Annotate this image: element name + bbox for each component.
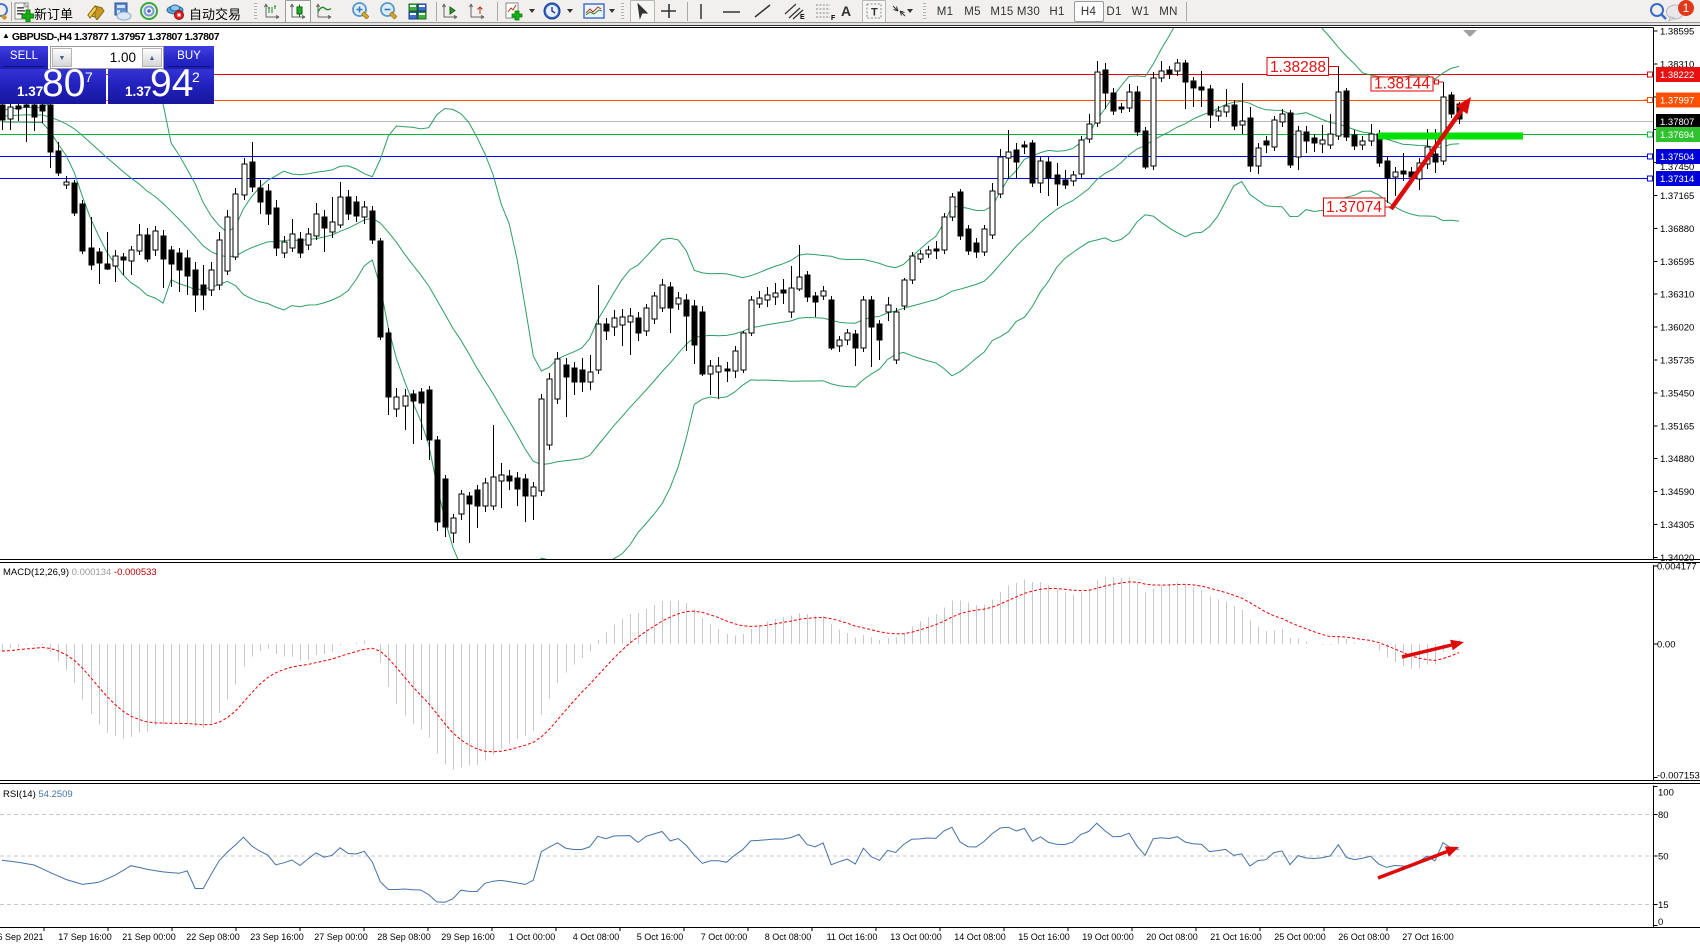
svg-text:F: F <box>831 15 836 21</box>
svg-text:100: 100 <box>1658 788 1674 799</box>
svg-text:27 Oct 16:00: 27 Oct 16:00 <box>1402 932 1454 942</box>
svg-text:17 Sep 16:00: 17 Sep 16:00 <box>58 932 112 942</box>
svg-text:0.004177: 0.004177 <box>1657 562 1697 573</box>
svg-text:7 Oct 00:00: 7 Oct 00:00 <box>701 932 748 942</box>
svg-text:11 Oct 16:00: 11 Oct 16:00 <box>827 932 878 942</box>
svg-text:1.37165: 1.37165 <box>1660 191 1694 202</box>
svg-text:1.35165: 1.35165 <box>1660 421 1694 432</box>
svg-text:1.37314: 1.37314 <box>1660 174 1694 185</box>
svg-text:1.37694: 1.37694 <box>1660 130 1694 141</box>
svg-text:20 Oct 08:00: 20 Oct 08:00 <box>1146 932 1198 942</box>
svg-text:1.38310: 1.38310 <box>1660 59 1694 70</box>
svg-text:27 Sep 00:00: 27 Sep 00:00 <box>314 932 368 942</box>
svg-text:15: 15 <box>1658 900 1669 911</box>
svg-text:1.34020: 1.34020 <box>1660 553 1694 564</box>
svg-text:13 Oct 00:00: 13 Oct 00:00 <box>890 932 942 942</box>
svg-text:4 Oct 08:00: 4 Oct 08:00 <box>573 932 620 942</box>
svg-text:1.34590: 1.34590 <box>1660 487 1694 498</box>
svg-text:1.34880: 1.34880 <box>1660 454 1694 465</box>
svg-text:1.36020: 1.36020 <box>1660 323 1694 334</box>
svg-text:1.36880: 1.36880 <box>1660 224 1694 235</box>
svg-text:25 Oct 00:00: 25 Oct 00:00 <box>1274 932 1326 942</box>
svg-text:1 Oct 00:00: 1 Oct 00:00 <box>509 932 556 942</box>
svg-text:1.37450: 1.37450 <box>1660 162 1694 173</box>
svg-text:MACD(12,26,9) 0.000134 -0.0005: MACD(12,26,9) 0.000134 -0.000533 <box>3 567 157 578</box>
svg-text:8 Oct 08:00: 8 Oct 08:00 <box>765 932 812 942</box>
svg-text:50: 50 <box>1658 852 1669 863</box>
svg-text:E: E <box>800 14 805 21</box>
svg-text:1.36595: 1.36595 <box>1660 257 1694 268</box>
svg-text:21 Sep 00:00: 21 Sep 00:00 <box>122 932 176 942</box>
svg-text:RSI(14) 54.2509: RSI(14) 54.2509 <box>3 789 73 800</box>
svg-text:1.37997: 1.37997 <box>1660 96 1694 107</box>
svg-text:29 Sep 16:00: 29 Sep 16:00 <box>441 932 495 942</box>
svg-text:6 Sep 2021: 6 Sep 2021 <box>0 932 44 942</box>
svg-text:-0.007153: -0.007153 <box>1657 771 1700 782</box>
svg-text:80: 80 <box>1658 810 1669 821</box>
svg-text:22 Sep 08:00: 22 Sep 08:00 <box>186 932 240 942</box>
svg-text:1.38288: 1.38288 <box>1270 59 1326 76</box>
svg-text:1.37074: 1.37074 <box>1326 199 1382 216</box>
svg-text:1.34305: 1.34305 <box>1660 520 1694 531</box>
svg-text:28 Sep 08:00: 28 Sep 08:00 <box>377 932 431 942</box>
svg-text:19 Oct 00:00: 19 Oct 00:00 <box>1082 932 1134 942</box>
svg-text:5 Oct 16:00: 5 Oct 16:00 <box>637 932 684 942</box>
svg-text:1.35450: 1.35450 <box>1660 388 1694 399</box>
svg-text:1.38144: 1.38144 <box>1374 76 1430 93</box>
svg-text:T: T <box>871 7 878 19</box>
svg-text:1.38222: 1.38222 <box>1660 70 1694 81</box>
svg-text:14 Oct 08:00: 14 Oct 08:00 <box>954 932 1006 942</box>
svg-text:15 Oct 16:00: 15 Oct 16:00 <box>1018 932 1070 942</box>
svg-text:1.35735: 1.35735 <box>1660 356 1694 367</box>
svg-text:0.00: 0.00 <box>1657 640 1676 651</box>
svg-text:21 Oct 16:00: 21 Oct 16:00 <box>1210 932 1262 942</box>
svg-text:1.38595: 1.38595 <box>1660 27 1694 38</box>
svg-text:0: 0 <box>1658 917 1663 928</box>
svg-text:1.37504: 1.37504 <box>1660 152 1694 163</box>
svg-text:26 Oct 08:00: 26 Oct 08:00 <box>1338 932 1390 942</box>
svg-text:1.37807: 1.37807 <box>1660 117 1694 128</box>
svg-text:1.36310: 1.36310 <box>1660 290 1694 301</box>
svg-text:23 Sep 16:00: 23 Sep 16:00 <box>250 932 304 942</box>
